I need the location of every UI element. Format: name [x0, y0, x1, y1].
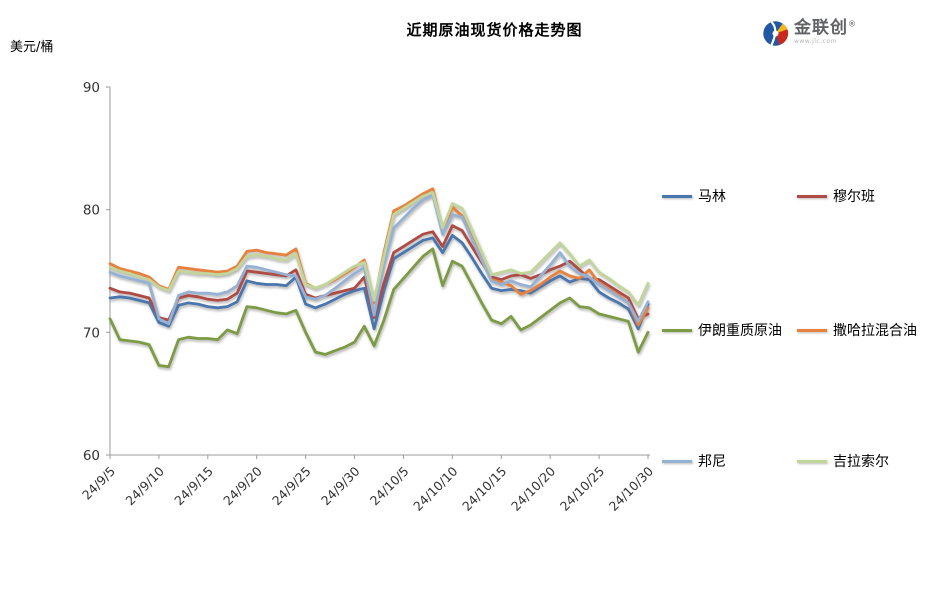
x-tick-label: 24/9/30 [318, 463, 363, 508]
y-axis-ticks: 60 70 80 90 [83, 80, 110, 464]
y-axis-unit-label: 美元/桶 [10, 40, 54, 55]
x-tick-label: 24/9/5 [79, 464, 118, 503]
x-tick-label: 24/9/25 [269, 464, 314, 509]
registered-mark: ® [848, 19, 856, 29]
brand-url: www.jlc.com [794, 38, 837, 45]
x-tick-label: 24/9/10 [122, 463, 167, 508]
series-line-5 [108, 191, 650, 307]
chart-title: 近期原油现货价格走势图 [406, 21, 583, 39]
x-tick-label: 24/10/5 [367, 464, 412, 509]
series-line-0 [108, 233, 650, 331]
x-tick-label: 24/10/30 [606, 463, 656, 513]
x-tick-label: 24/10/25 [557, 464, 607, 514]
x-tick-label: 24/9/15 [171, 464, 216, 509]
x-axis-ticks: 24/9/5 24/9/10 24/9/15 24/9/20 24/9/25 24/9/3… [79, 455, 656, 514]
brand-logo-icon [763, 21, 789, 46]
brand-logo: 金联创® www.jlc.com [762, 20, 856, 47]
brand-name: 金联创 [794, 18, 848, 38]
y-tick-label: 70 [83, 325, 100, 341]
x-tick-label: 24/10/20 [508, 463, 558, 513]
x-tick-label: 24/10/10 [410, 463, 460, 513]
x-tick-label: 24/10/15 [459, 464, 509, 514]
series-line-4 [108, 193, 650, 326]
y-tick-label: 80 [83, 203, 100, 219]
series-lines [108, 187, 650, 369]
x-tick-label: 24/9/20 [220, 463, 265, 508]
y-tick-label: 90 [83, 80, 100, 96]
series-line-1 [108, 224, 650, 322]
series-line-2 [108, 247, 650, 369]
y-tick-label: 60 [83, 448, 100, 464]
